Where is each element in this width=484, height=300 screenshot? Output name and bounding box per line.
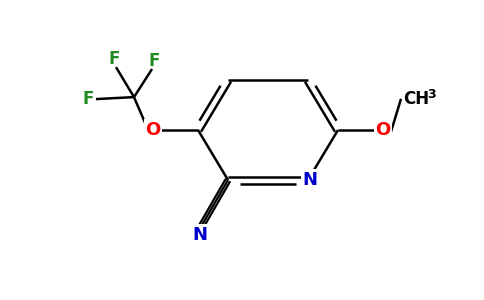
Text: 3: 3	[427, 88, 436, 101]
Text: O: O	[145, 121, 161, 139]
Text: F: F	[82, 90, 94, 108]
Text: CH: CH	[403, 90, 429, 108]
Text: N: N	[302, 171, 318, 189]
Text: F: F	[148, 52, 160, 70]
Text: N: N	[192, 226, 207, 244]
Text: F: F	[108, 50, 120, 68]
Text: O: O	[376, 121, 391, 139]
